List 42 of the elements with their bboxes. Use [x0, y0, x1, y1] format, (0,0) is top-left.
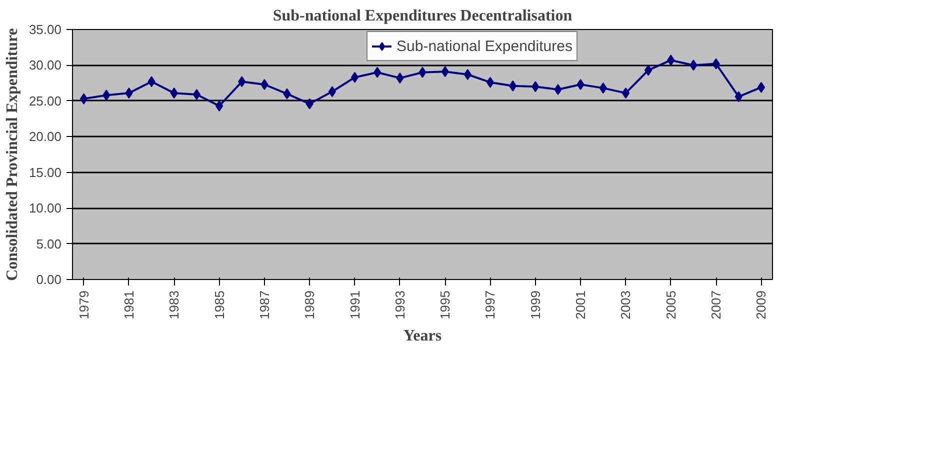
x-tick-label: 1985: [212, 290, 227, 320]
x-tick-label: 1987: [256, 290, 272, 320]
y-tick-label: 0.00: [36, 272, 62, 287]
x-tick-label: 1983: [166, 290, 182, 320]
y-tick-label: 35.00: [28, 22, 62, 37]
y-tick-label: 15.00: [28, 164, 62, 180]
point: [644, 64, 652, 76]
point: [508, 80, 517, 92]
point: [554, 84, 562, 95]
y-tick-label: 10.00: [28, 200, 62, 216]
x-tick-label: 2007: [708, 290, 724, 320]
point: [260, 79, 268, 90]
x-tick-label: 2009: [754, 290, 769, 320]
x-tick-label: 1997: [482, 290, 498, 320]
x-tick-label: 1989: [302, 290, 318, 320]
x-tick-label: 2001: [573, 290, 588, 320]
y-tick-label: 25.00: [28, 93, 62, 108]
point: [576, 79, 584, 90]
x-axis-title: Years: [403, 327, 442, 344]
y-tick-label: 20.00: [28, 129, 62, 144]
x-tick-label: 2005: [663, 290, 678, 320]
point: [757, 82, 766, 93]
x-tick-label: 1995: [438, 290, 453, 320]
x-tick-label: 1993: [392, 290, 408, 320]
x-tick-label: 1979: [76, 290, 92, 320]
y-axis-title: Consolidated Provincial Expenditure: [4, 28, 21, 281]
point: [80, 93, 88, 104]
point: [350, 72, 359, 83]
legend-label: Sub-national Expenditures: [396, 38, 572, 54]
point: [486, 76, 494, 88]
y-tick-label: 30.00: [28, 58, 62, 73]
x-tick-label: 1991: [347, 290, 362, 320]
x-tick-label: 2003: [618, 290, 634, 320]
y-tick-label: 5.00: [36, 236, 62, 252]
point: [622, 88, 630, 99]
point: [215, 100, 224, 112]
chart-title: Sub-national Expenditures Decentralisation: [272, 8, 572, 24]
point: [192, 89, 201, 100]
x-tick-label: 1999: [528, 290, 543, 320]
x-tick-label: 1981: [121, 290, 136, 320]
point: [464, 69, 472, 80]
point: [328, 86, 336, 98]
